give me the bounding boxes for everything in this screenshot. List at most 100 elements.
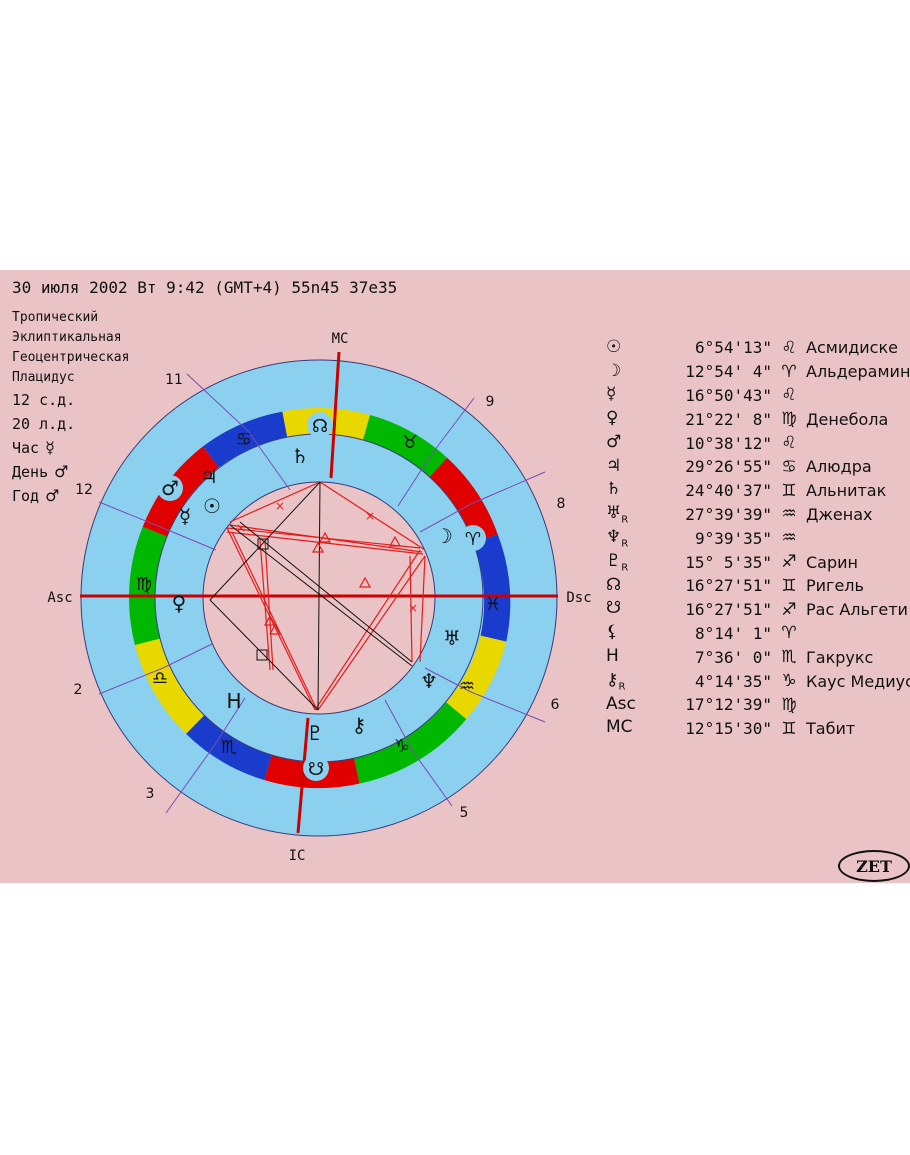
planet-symbol: ♅R <box>606 503 646 525</box>
planet-glyph: ⚸ <box>606 622 619 643</box>
center-setting: Геоцентрическая <box>12 350 130 365</box>
planet-row: ♆R 9°39'35" ♒ <box>606 526 910 550</box>
axis-labels: MC IC Asc Dsc <box>47 331 591 864</box>
hour-ruler: Час ☿ <box>12 436 129 460</box>
zodiac-segment-virgo <box>129 526 167 645</box>
planet-glyph: ♇ <box>606 550 622 571</box>
planet-degree: 4°14'35" <box>694 671 772 691</box>
longitude: 20 л.д. <box>12 415 76 433</box>
planet-glyph: ⚷ <box>606 669 619 690</box>
planet-sign-icon: ♒ <box>781 504 797 525</box>
mars-icon: ♂ <box>54 462 69 481</box>
capricorn-icon: ♑ <box>394 736 410 757</box>
planet-row: Asc 17°12'39" ♍ <box>606 693 910 717</box>
houses-setting: Плацидус <box>12 370 75 385</box>
planet-sign-icon: ♌ <box>781 433 797 454</box>
mercury-icon: ☿ <box>179 504 191 528</box>
planet-glyph: Asc <box>606 693 636 714</box>
day-label: День <box>12 463 49 481</box>
svg-text:×: × <box>365 509 375 523</box>
planet-sign-icon: ♊ <box>781 575 797 596</box>
planet-symbol: ☊ <box>606 575 646 597</box>
planet-glyph: ☉ <box>606 336 622 357</box>
planet-row: ♀ 21°22' 8" ♍ Денебола <box>606 407 910 431</box>
planet-symbol: ☽ <box>606 361 646 383</box>
house-2: 2 <box>74 682 83 698</box>
planet-degree: 10°38'12" <box>685 433 772 453</box>
planet-sign-icon: ♊ <box>781 480 797 501</box>
house-3: 3 <box>146 786 155 802</box>
planet-positions-table: ☉ 6°54'13" ♌ Асмидиске ☽ 12°54' 4" ♈ Альдерамин… <box>606 336 910 741</box>
sun-icon: ☉ <box>203 494 221 518</box>
planet-sign-icon: ♈ <box>781 623 797 644</box>
zodiac-segment-aquarius <box>446 635 507 720</box>
planet-symbol: ♇R <box>606 551 646 573</box>
retrograde-flag: R <box>621 562 629 574</box>
planet-sign-icon: ♌ <box>781 337 797 358</box>
fixed-star: Гакрукс <box>806 647 874 667</box>
planet-symbol: MC <box>606 717 646 739</box>
pluto-icon: ♇ <box>306 721 324 745</box>
planet-degree: 17°12'39" <box>685 695 772 715</box>
dsc-label: Dsc <box>566 590 591 606</box>
planet-symbol: ♀ <box>606 408 646 430</box>
planet-sign-icon: ♈ <box>781 361 797 382</box>
planet-row: ⚸ 8°14' 1" ♈ <box>606 622 910 646</box>
planet-glyph: ☊ <box>606 574 622 595</box>
cancer-icon: ♋ <box>236 429 252 450</box>
planet-symbol: ⚸ <box>606 622 646 644</box>
south-node-ring-icon: ☋ <box>308 759 324 780</box>
planet-glyph: ☽ <box>606 360 622 381</box>
planet-sign-icon: ♋ <box>781 456 797 477</box>
planet-row: H 7°36' 0" ♏ Гакрукс <box>606 645 910 669</box>
svg-text:×: × <box>236 521 246 535</box>
saturn-icon: ♄ <box>291 444 309 468</box>
planet-glyph: ♆ <box>606 527 622 548</box>
planet-row: MC 12°15'30" ♊ Табит <box>606 717 910 741</box>
planet-degree: 9°39'35" <box>694 528 772 548</box>
planet-degree: 21°22' 8" <box>685 409 772 429</box>
fixed-star: Рас Альгети <box>806 600 908 620</box>
mars-icon: ♂ <box>45 486 60 505</box>
planet-symbol: ⚷R <box>606 670 646 692</box>
planet-symbol: ♂ <box>606 432 646 454</box>
planet-sign-icon: ♒ <box>781 528 797 549</box>
zodiac-setting: Тропический <box>12 310 99 325</box>
planet-degree: 7°36' 0" <box>694 647 772 667</box>
aspect-lines-black <box>209 481 413 711</box>
planet-degree: 16°27'51" <box>685 600 772 620</box>
fixed-star: Ригель <box>806 576 864 596</box>
planet-glyph: H <box>606 646 619 667</box>
latitude: 12 с.д. <box>12 391 76 409</box>
house-glyph-icon: H <box>226 689 241 713</box>
house-5: 5 <box>460 805 469 821</box>
planet-glyph: ☿ <box>606 384 617 405</box>
hour-label: Час <box>12 439 40 457</box>
fixed-star: Асмидиске <box>806 338 898 358</box>
natal-chart-wheel: × × × × ♋ ☊ ♉ ♈ ♓ ♒ ♑ ☋ ♏ ♎ ♍ <box>47 331 591 864</box>
house-11: 11 <box>165 372 183 388</box>
planet-sign-icon: ♌ <box>781 385 797 406</box>
planet-row: ⚷R 4°14'35" ♑ Каус Медиус <box>606 669 910 693</box>
libra-icon: ♎ <box>152 668 168 689</box>
planet-glyph: ☋ <box>606 598 622 619</box>
ic-axis <box>296 717 310 834</box>
year-ruler: Год ♂ <box>12 484 129 508</box>
zodiac-glyphs: ♋ ☊ ♉ ♈ ♓ ♒ ♑ ☋ ♏ ♎ ♍ <box>136 416 501 780</box>
planet-degree: 27°39'39" <box>685 504 772 524</box>
planet-degree: 15° 5'35" <box>685 552 772 572</box>
planet-glyph: ♀ <box>606 408 619 429</box>
planet-degree: 16°50'43" <box>685 385 772 405</box>
planet-sign-icon: ♐ <box>781 599 797 620</box>
zodiac-segment-aries <box>429 457 498 543</box>
planet-row: ♂ 10°38'12" ♌ <box>606 431 910 455</box>
planet-sign-icon: ♐ <box>781 552 797 573</box>
planet-symbol: Asc <box>606 694 646 716</box>
mars-icon: ♂ <box>161 476 179 500</box>
planet-glyph: ♄ <box>606 479 622 500</box>
planet-row: ☿ 16°50'43" ♌ <box>606 384 910 408</box>
house-8: 8 <box>557 496 566 512</box>
aquarius-icon: ♒ <box>459 676 475 697</box>
house-cusps <box>98 373 546 814</box>
planet-symbol: ♆R <box>606 527 646 549</box>
